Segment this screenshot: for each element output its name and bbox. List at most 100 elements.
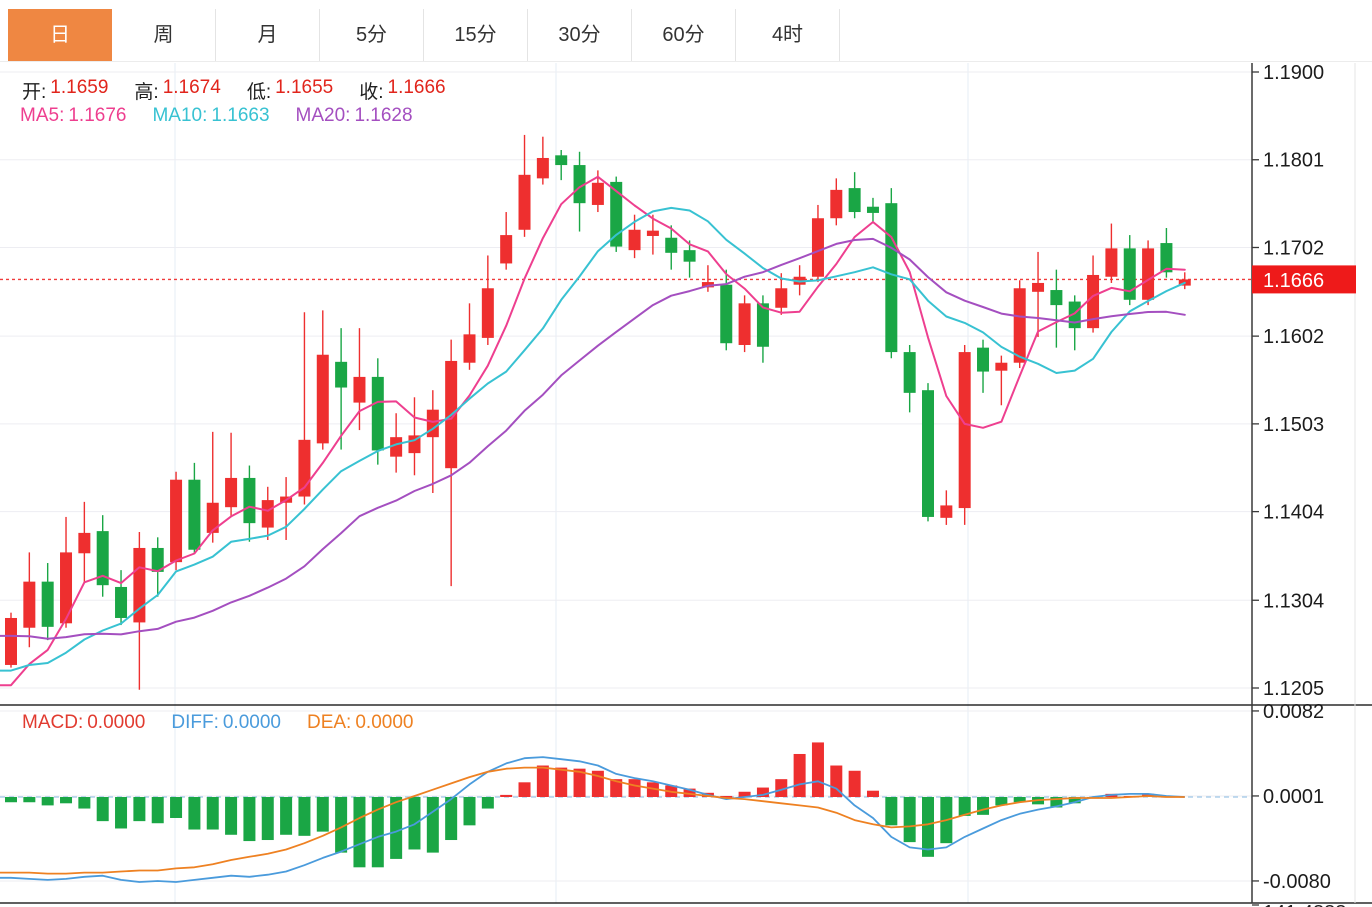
tab-60min[interactable]: 60分 (632, 9, 736, 61)
macd-bar (115, 797, 128, 829)
candle-body (738, 303, 751, 345)
candle-body (940, 505, 953, 518)
candle-body (463, 334, 476, 363)
macd-bar (610, 779, 623, 797)
axis-label: 1.1602 (1263, 326, 1324, 348)
candle-body (1105, 248, 1118, 277)
dea-line (0, 766, 1185, 875)
candle-body (353, 376, 366, 403)
candle-body (5, 617, 17, 665)
macd-bar (206, 797, 219, 830)
macd-bar (1050, 797, 1063, 808)
candle-body (41, 581, 54, 627)
macd-bar (390, 797, 403, 859)
legend-item: DIFF: 0.0000 (171, 712, 281, 733)
macd-bar (133, 797, 146, 822)
macd-bar (977, 797, 990, 815)
tab-4hour[interactable]: 4时 (736, 9, 840, 61)
candle-body (518, 174, 531, 230)
macd-bar (188, 797, 201, 830)
macd-bar (885, 797, 898, 826)
ma-legend: MA5: 1.1676 MA10: 1.1663 MA20: 1.1628 (20, 105, 439, 127)
legend-item: 收: 1.1666 (359, 77, 446, 103)
svg-text:1.1666: 1.1666 (1263, 270, 1324, 292)
macd-bar (793, 753, 806, 797)
candle-body (133, 547, 146, 623)
candle-body (78, 532, 91, 554)
macd-bar (96, 797, 109, 822)
gridlines (0, 63, 1252, 903)
candle-body (536, 157, 549, 179)
macd-bar (536, 765, 549, 797)
macd-bar (995, 797, 1008, 806)
legend-item: MA10: 1.1663 (152, 105, 270, 126)
candle-body (555, 155, 568, 166)
ohlc-legend: 开: 1.1659 高: 1.1674 低: 1.1655 收: 1.1666 (22, 77, 472, 104)
tab-15min[interactable]: 15分 (424, 9, 528, 61)
candle-body (1032, 282, 1045, 292)
candle-body (573, 165, 586, 204)
macd-bar (353, 797, 366, 868)
axis-label: 1.1801 (1263, 150, 1324, 172)
ma-lines (0, 175, 1186, 687)
candle-body (1013, 288, 1026, 363)
axis-label: 1.1702 (1263, 237, 1324, 259)
candle-body (756, 303, 769, 347)
macd-bar (628, 779, 641, 797)
macd-bar (811, 742, 824, 797)
legend-item: 高: 1.1674 (134, 77, 221, 103)
axis-label: 1.1304 (1263, 590, 1324, 612)
candle-body (591, 182, 604, 205)
candle-body (481, 288, 494, 338)
ma-line-ma5 (0, 175, 1186, 687)
candle-body (335, 361, 348, 388)
candle-body (60, 552, 73, 624)
tab-30min[interactable]: 30分 (528, 9, 632, 61)
macd-bar (463, 797, 476, 826)
macd-bar (1013, 797, 1026, 803)
axis-label: 0.0001 (1263, 786, 1324, 808)
candle-body (188, 479, 201, 550)
candle-body (261, 500, 274, 528)
candle-body (977, 347, 990, 372)
macd-bar (756, 787, 769, 797)
macd-bar (316, 797, 329, 832)
macd-bar (738, 791, 751, 797)
macd-bar (5, 797, 17, 803)
legend-item: MACD: 0.0000 (22, 712, 146, 733)
candle-body (775, 288, 788, 308)
macd-bar (243, 797, 256, 842)
macd-bar (426, 797, 439, 853)
candle-body (958, 352, 971, 509)
candle-body (316, 354, 329, 444)
tab-weekly[interactable]: 周 (112, 9, 216, 61)
legend-item: DEA: 0.0000 (306, 712, 414, 733)
macd-bar (958, 797, 971, 816)
candle-body (701, 282, 714, 288)
axis-label: 1.1404 (1263, 502, 1324, 524)
macd-bar (866, 790, 879, 797)
candle-body (1050, 290, 1063, 306)
candle-body (995, 362, 1008, 371)
macd-bar (720, 795, 733, 798)
candle-body (151, 547, 164, 572)
candle-body (720, 284, 733, 344)
macd-bar (903, 797, 916, 843)
candles (5, 134, 1191, 690)
tab-monthly[interactable]: 月 (216, 9, 320, 61)
candle-body (243, 477, 256, 524)
candle-body (683, 250, 696, 262)
macd-bar (573, 768, 586, 797)
candle-body (646, 230, 659, 236)
candle-body (848, 188, 861, 213)
candle-body (922, 390, 934, 517)
macd-bar (261, 797, 274, 841)
macd-legend: MACD: 0.0000 DIFF: 0.0000 DEA: 0.0000 (22, 712, 439, 734)
macd-bar (298, 797, 311, 836)
tab-5min[interactable]: 5分 (320, 9, 424, 61)
candle-body (830, 189, 843, 219)
tab-daily[interactable]: 日 (8, 9, 112, 61)
macd-bar (683, 788, 696, 797)
candle-body (811, 218, 824, 277)
